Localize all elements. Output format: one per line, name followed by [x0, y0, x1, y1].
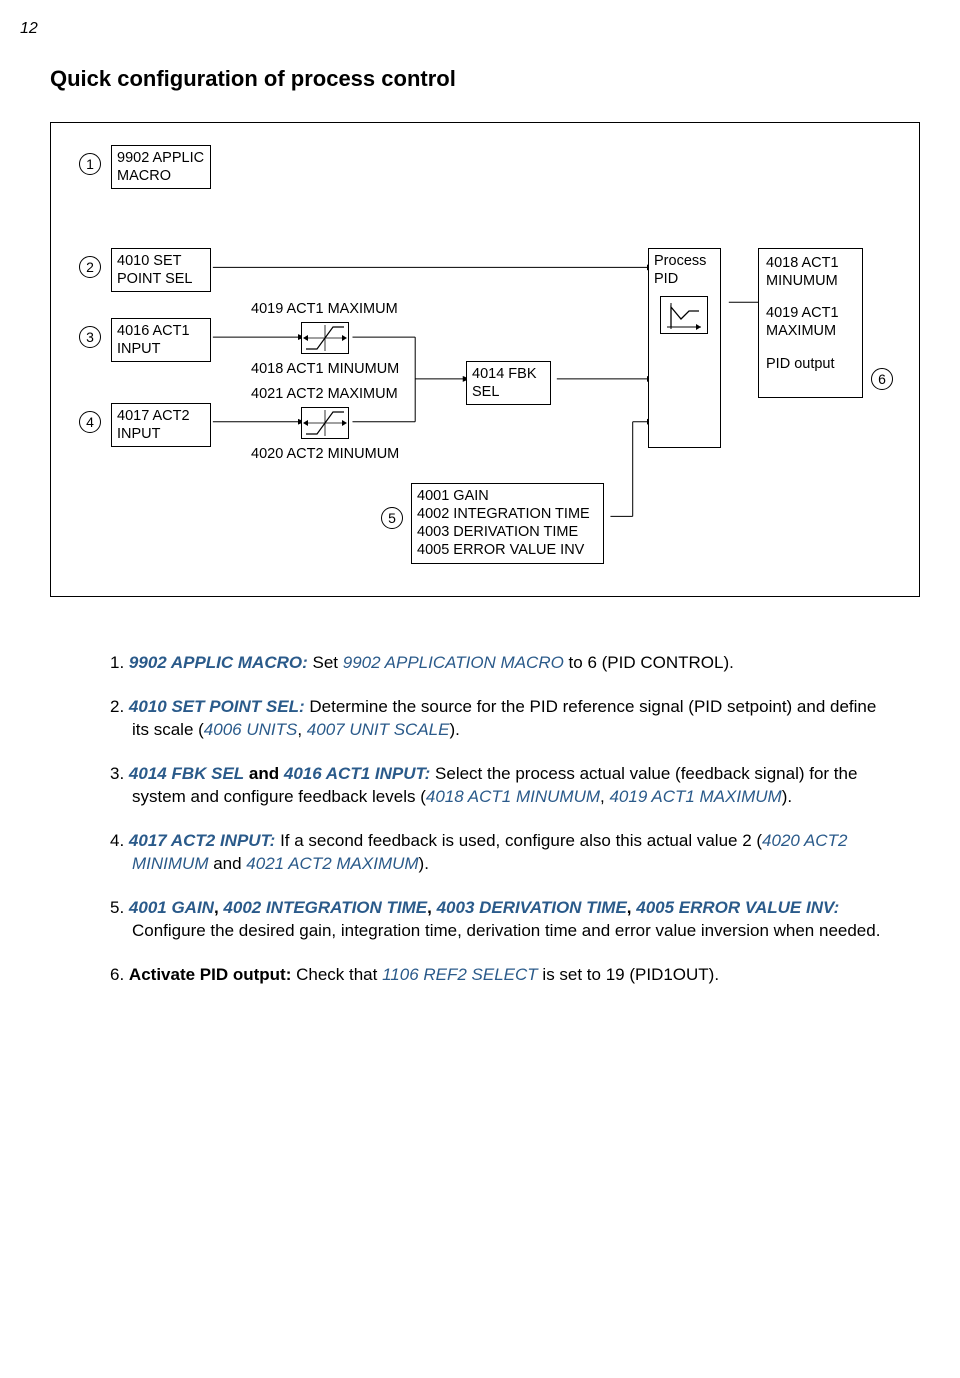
label-act2-min: 4020 ACT2 MINUMUM	[251, 445, 399, 463]
step-param: 4006 UNITS	[204, 720, 298, 739]
step-param: 4018 ACT1 MINUMUM	[426, 787, 600, 806]
output-line2: MINUMUM	[766, 273, 838, 289]
step-text: is set to 19 (PID1OUT).	[538, 965, 719, 984]
box-act2-input: 4017 ACT2 INPUT	[111, 403, 211, 447]
step-param: 4014 FBK SEL	[129, 764, 244, 783]
step-3: 3. 4014 FBK SEL and 4016 ACT1 INPUT: Sel…	[110, 763, 890, 808]
limiter-icon-2	[301, 407, 349, 439]
step-num: 4.	[110, 831, 124, 850]
step-param: 4021 ACT2 MAXIMUM	[246, 854, 418, 873]
box-applic-macro: 9902 APPLIC MACRO	[111, 145, 211, 189]
gain-line4: 4005 ERROR VALUE INV	[417, 542, 584, 558]
box-gain-params: 4001 GAIN 4002 INTEGRATION TIME 4003 DER…	[411, 483, 604, 564]
steps-list: 1. 9902 APPLIC MACRO: Set 9902 APPLICATI…	[110, 652, 890, 986]
step-param: 4019 ACT1 MAXIMUM	[609, 787, 781, 806]
step-param: 9902 APPLICATION MACRO	[343, 653, 564, 672]
marker-4: 4	[79, 411, 101, 433]
step-param: 1106 REF2 SELECT	[382, 965, 538, 984]
step-text: ,	[214, 898, 223, 917]
marker-6: 6	[871, 368, 893, 390]
step-text: Set	[308, 653, 343, 672]
diagram-frame: 1 2 3 4 5 6 9902 APPLIC MACRO 4010 SET P…	[50, 122, 920, 597]
label-act1-min: 4018 ACT1 MINUMUM	[251, 360, 399, 378]
process-pid-line2: PID	[654, 271, 678, 287]
step-num: 1.	[110, 653, 124, 672]
step-text: ).	[449, 720, 459, 739]
box-fbk-sel: 4014 FBK SEL	[466, 361, 551, 405]
step-2: 2. 4010 SET POINT SEL: Determine the sou…	[110, 696, 890, 741]
step-1: 1. 9902 APPLIC MACRO: Set 9902 APPLICATI…	[110, 652, 890, 674]
step-param: 4002 INTEGRATION TIME	[223, 898, 427, 917]
step-text: ).	[419, 854, 429, 873]
step-num: 2.	[110, 697, 124, 716]
output-line3: 4019 ACT1	[766, 305, 839, 321]
marker-2: 2	[79, 256, 101, 278]
page-number: 12	[20, 20, 920, 38]
step-param: 4016 ACT1 INPUT:	[284, 764, 430, 783]
step-text: Configure the desired gain, integration …	[132, 921, 880, 940]
step-num: 5.	[110, 898, 124, 917]
box-process-pid: Process PID	[648, 248, 721, 448]
pid-response-icon	[660, 296, 708, 334]
output-line1: 4018 ACT1	[766, 255, 839, 271]
gain-line1: 4001 GAIN	[417, 488, 489, 504]
step-param: 4007 UNIT SCALE	[307, 720, 450, 739]
box-act1-input: 4016 ACT1 INPUT	[111, 318, 211, 362]
label-act1-max: 4019 ACT1 MAXIMUM	[251, 300, 398, 318]
output-line4: MAXIMUM	[766, 323, 836, 339]
output-line5: PID output	[766, 356, 835, 372]
step-6: 6. Activate PID output: Check that 1106 …	[110, 964, 890, 986]
step-param: 4005 ERROR VALUE INV:	[636, 898, 839, 917]
step-param: 4003 DERIVATION TIME	[437, 898, 627, 917]
gain-line2: 4002 INTEGRATION TIME	[417, 506, 590, 522]
step-text: to 6 (PID CONTROL).	[564, 653, 734, 672]
page-title: Quick configuration of process control	[50, 66, 920, 92]
step-text: ).	[782, 787, 792, 806]
box-output: 4018 ACT1 MINUMUM 4019 ACT1 MAXIMUM PID …	[758, 248, 863, 398]
limiter-icon-1	[301, 322, 349, 354]
gain-line3: 4003 DERIVATION TIME	[417, 524, 578, 540]
step-text: ,	[627, 898, 636, 917]
step-4: 4. 4017 ACT2 INPUT: If a second feedback…	[110, 830, 890, 875]
step-param: 4017 ACT2 INPUT:	[129, 831, 275, 850]
step-num: 6.	[110, 965, 124, 984]
step-5: 5. 4001 GAIN, 4002 INTEGRATION TIME, 400…	[110, 897, 890, 942]
marker-1: 1	[79, 153, 101, 175]
step-text: and	[208, 854, 246, 873]
step-text: ,	[427, 898, 436, 917]
step-num: 3.	[110, 764, 124, 783]
step-param: 4001 GAIN	[129, 898, 214, 917]
step-param: 9902 APPLIC MACRO:	[129, 653, 308, 672]
marker-5: 5	[381, 507, 403, 529]
step-bold: Activate PID output:	[129, 965, 291, 984]
marker-3: 3	[79, 326, 101, 348]
step-text: and	[244, 764, 284, 783]
step-text: If a second feedback is used, configure …	[275, 831, 762, 850]
step-text: ,	[297, 720, 306, 739]
process-pid-line1: Process	[654, 253, 706, 269]
step-param: 4010 SET POINT SEL:	[129, 697, 305, 716]
step-text: Check that	[291, 965, 382, 984]
box-setpoint-sel: 4010 SET POINT SEL	[111, 248, 211, 292]
label-act2-max: 4021 ACT2 MAXIMUM	[251, 385, 398, 403]
